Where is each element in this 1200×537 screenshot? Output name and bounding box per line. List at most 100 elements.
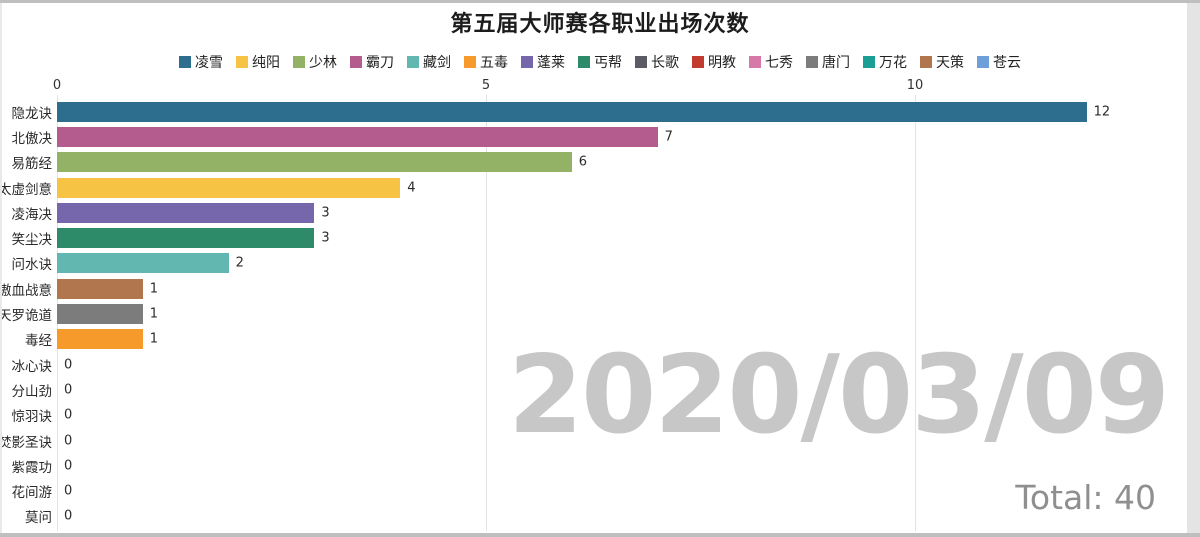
legend-swatch — [179, 56, 191, 68]
legend-swatch — [350, 56, 362, 68]
value-label: 3 — [321, 230, 330, 246]
bar-row: 毒经 1 — [0, 327, 1200, 352]
category-label: 问水诀 — [11, 257, 53, 274]
bar — [57, 278, 143, 299]
value-label: 4 — [407, 180, 416, 196]
legend-item: 纯阳 — [236, 52, 280, 72]
legend-label: 少林 — [309, 55, 337, 71]
bar — [57, 177, 401, 198]
legend-label: 五毒 — [480, 55, 508, 71]
legend-label: 藏剑 — [423, 55, 451, 71]
legend-item: 七秀 — [749, 52, 793, 72]
bar-row: 隐龙诀 12 — [0, 99, 1200, 124]
value-label: 3 — [321, 205, 330, 221]
bar-row: 凌海决 3 — [0, 200, 1200, 225]
category-label: 莫问 — [25, 510, 52, 527]
value-label: 1 — [149, 281, 159, 297]
bar-row: 笑尘决 3 — [0, 225, 1200, 250]
value-label: 6 — [578, 154, 588, 170]
category-label: 天罗诡道 — [0, 308, 52, 325]
legend-label: 七秀 — [765, 55, 793, 71]
legend-item: 蓬莱 — [521, 52, 565, 72]
value-label: 0 — [64, 407, 73, 423]
bar-row: 冰心诀 0 — [0, 352, 1200, 377]
category-label: 易筋经 — [11, 156, 53, 173]
legend-swatch — [977, 56, 989, 68]
bar-row: 北傲决 7 — [0, 124, 1200, 149]
total-label: Total: 40 — [1015, 478, 1156, 517]
bar-row: 傲血战意 1 — [0, 276, 1200, 301]
bar — [57, 329, 143, 350]
frame-edge-bottom — [0, 533, 1200, 537]
bar — [57, 126, 658, 147]
legend-swatch — [407, 56, 419, 68]
legend-label: 丐帮 — [594, 55, 622, 71]
category-label: 焚影圣诀 — [0, 434, 52, 451]
date-watermark: 2020/03/09 — [507, 333, 1170, 458]
category-label: 紫霞功 — [11, 459, 53, 476]
value-label: 0 — [64, 508, 73, 524]
bar — [57, 253, 229, 274]
legend-label: 明教 — [708, 55, 736, 71]
value-label: 1 — [149, 331, 159, 347]
bar — [57, 202, 315, 223]
legend-swatch — [293, 56, 305, 68]
value-label: 0 — [64, 357, 73, 373]
legend-item: 唐门 — [806, 52, 850, 72]
legend-label: 蓬莱 — [537, 55, 565, 71]
bar — [57, 152, 572, 173]
bar-row: 焚影圣诀 0 — [0, 428, 1200, 453]
frame-edge-right — [1187, 3, 1200, 533]
bar-row: 花间游 0 — [0, 478, 1200, 503]
category-label: 惊羽诀 — [11, 409, 53, 426]
legend-swatch — [578, 56, 590, 68]
legend-swatch — [635, 56, 647, 68]
category-label: 冰心诀 — [11, 358, 53, 375]
chart-title: 第五届大师赛各职业出场次数 — [450, 12, 750, 37]
bar-row: 太虚剑意 4 — [0, 175, 1200, 200]
bar-row: 分山劲 0 — [0, 377, 1200, 402]
gridline — [915, 95, 916, 531]
value-label: 0 — [64, 382, 73, 398]
category-label: 分山劲 — [11, 383, 53, 400]
x-tick-label: 5 — [481, 78, 491, 93]
legend-item: 霸刀 — [350, 52, 394, 72]
legend-label: 唐门 — [822, 55, 850, 71]
legend-item: 凌雪 — [179, 52, 223, 72]
bar — [57, 101, 1087, 122]
gridline — [486, 95, 487, 531]
legend-label: 纯阳 — [252, 55, 280, 71]
value-label: 1 — [149, 306, 159, 322]
legend-swatch — [806, 56, 818, 68]
legend-swatch — [692, 56, 704, 68]
legend-label: 霸刀 — [366, 55, 394, 71]
legend-item: 万花 — [863, 52, 907, 72]
category-label: 凌海决 — [11, 206, 53, 223]
legend-swatch — [863, 56, 875, 68]
legend-item: 天策 — [920, 52, 964, 72]
x-tick-label: 0 — [52, 78, 62, 93]
category-label: 太虚剑意 — [0, 181, 52, 198]
legend-swatch — [236, 56, 248, 68]
legend-label: 万花 — [879, 55, 907, 71]
legend-item: 少林 — [293, 52, 337, 72]
value-label: 12 — [1093, 104, 1111, 120]
x-axis-ticks: 0 5 10 — [0, 78, 1200, 94]
category-label: 隐龙诀 — [11, 105, 53, 122]
legend-item: 苍云 — [977, 52, 1021, 72]
bar-row: 莫问 0 — [0, 504, 1200, 529]
legend-item: 五毒 — [464, 52, 508, 72]
bar — [57, 228, 315, 249]
category-label: 毒经 — [25, 333, 52, 350]
legend-label: 凌雪 — [195, 55, 223, 71]
legend-item: 丐帮 — [578, 52, 622, 72]
frame-edge-top — [0, 0, 1200, 3]
plot-area: 隐龙诀 12 北傲决 7 易筋经 6 太虚剑意 4 凌海决 3 笑尘决 3 问水… — [0, 99, 1200, 529]
value-label: 0 — [64, 483, 73, 499]
value-label: 0 — [64, 433, 73, 448]
bar-row: 紫霞功 0 — [0, 453, 1200, 478]
bar-row: 易筋经 6 — [0, 150, 1200, 175]
legend: 凌雪 纯阳 少林 霸刀 藏剑 五毒 蓬莱 丐帮 长歌 明教 七秀 — [0, 52, 1200, 72]
x-tick-label: 10 — [906, 78, 924, 93]
